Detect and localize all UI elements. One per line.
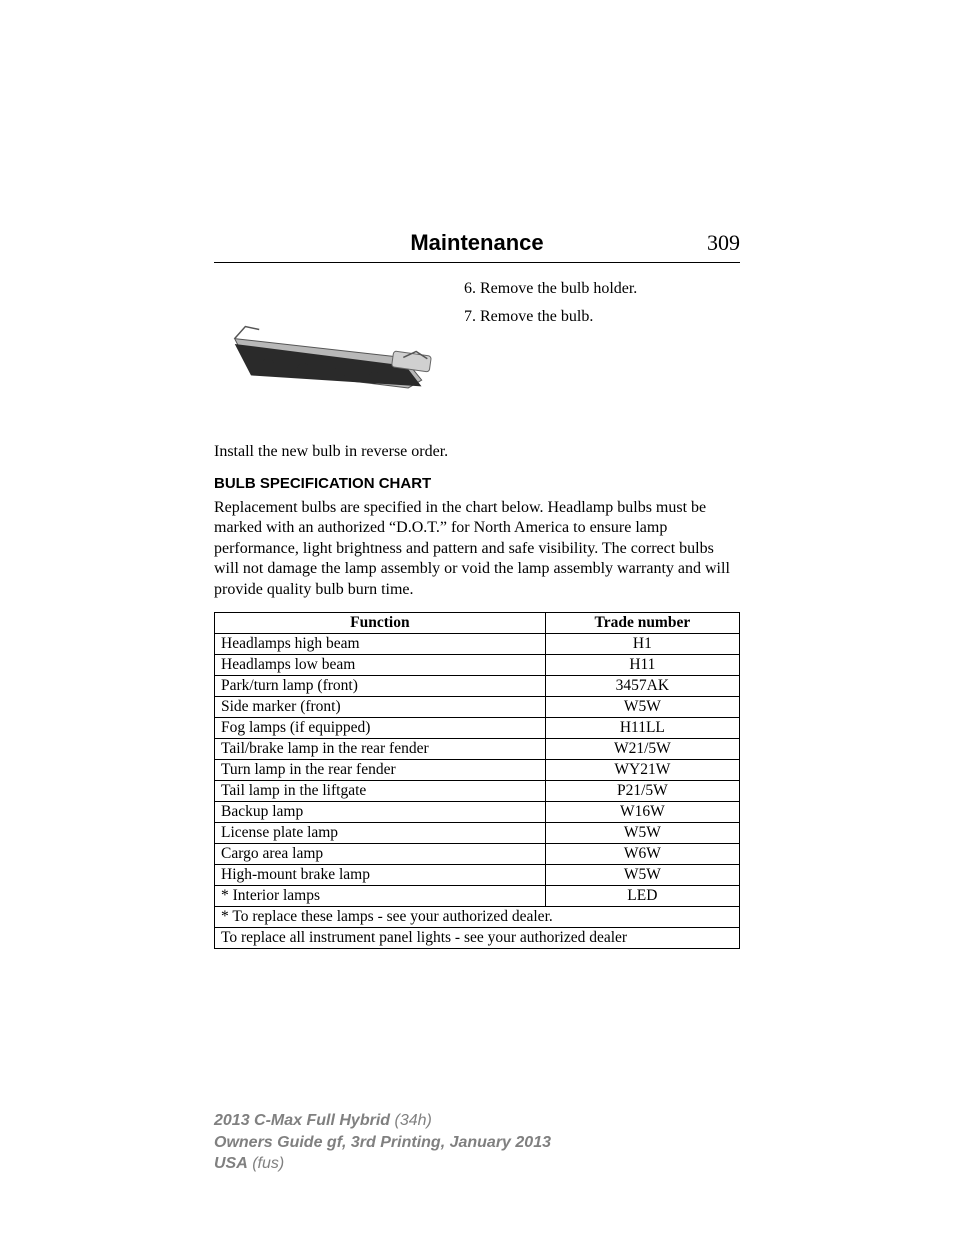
table-row: Turn lamp in the rear fenderWY21W	[215, 760, 740, 781]
cell-function: * Interior lamps	[215, 886, 546, 907]
diagram-svg	[214, 277, 444, 437]
cell-trade-number: W16W	[545, 802, 739, 823]
table-row: Headlamps high beamH1	[215, 634, 740, 655]
page: Maintenance 309 6. Remove the bulb ho	[0, 0, 954, 1235]
cell-function: Side marker (front)	[215, 697, 546, 718]
footer-region-code: (fus)	[248, 1155, 284, 1172]
table-row: Park/turn lamp (front)3457AK	[215, 676, 740, 697]
cell-function: High-mount brake lamp	[215, 865, 546, 886]
top-content-block: 6. Remove the bulb holder. 7. Remove the…	[214, 277, 740, 437]
cell-trade-number: P21/5W	[545, 781, 739, 802]
cell-trade-number: W5W	[545, 865, 739, 886]
cell-trade-number: LED	[545, 886, 739, 907]
page-number: 309	[680, 230, 740, 256]
table-header-row: Function Trade number	[215, 613, 740, 634]
table-footnote-row: * To replace these lamps - see your auth…	[215, 907, 740, 928]
cell-function: Headlamps low beam	[215, 655, 546, 676]
table-row: License plate lampW5W	[215, 823, 740, 844]
col-header-function: Function	[215, 613, 546, 634]
table-row: Tail lamp in the liftgateP21/5W	[215, 781, 740, 802]
cell-trade-number: W6W	[545, 844, 739, 865]
footer-line-3: USA (fus)	[214, 1153, 551, 1175]
intro-paragraph: Replacement bulbs are specified in the c…	[214, 498, 740, 600]
footer-model-code: (34h)	[390, 1112, 432, 1129]
cell-trade-number: H11LL	[545, 718, 739, 739]
cell-footnote: To replace all instrument panel lights -…	[215, 928, 740, 949]
cell-function: Turn lamp in the rear fender	[215, 760, 546, 781]
col-header-trade: Trade number	[545, 613, 739, 634]
chart-heading: BULB SPECIFICATION CHART	[214, 475, 740, 492]
cell-footnote: * To replace these lamps - see your auth…	[215, 907, 740, 928]
table-row: Headlamps low beamH11	[215, 655, 740, 676]
table-row: Side marker (front)W5W	[215, 697, 740, 718]
cell-trade-number: W5W	[545, 823, 739, 844]
page-footer: 2013 C-Max Full Hybrid (34h) Owners Guid…	[214, 1110, 551, 1175]
footer-line-1: 2013 C-Max Full Hybrid (34h)	[214, 1110, 551, 1132]
section-title: Maintenance	[274, 230, 680, 256]
footer-region: USA	[214, 1155, 248, 1172]
table-row: High-mount brake lampW5W	[215, 865, 740, 886]
footer-model: 2013 C-Max Full Hybrid	[214, 1112, 390, 1129]
cell-trade-number: W21/5W	[545, 739, 739, 760]
step-7: 7. Remove the bulb.	[464, 305, 740, 329]
cell-function: Tail/brake lamp in the rear fender	[215, 739, 546, 760]
cell-trade-number: WY21W	[545, 760, 739, 781]
cell-function: Cargo area lamp	[215, 844, 546, 865]
table-row: * Interior lampsLED	[215, 886, 740, 907]
cell-trade-number: 3457AK	[545, 676, 739, 697]
cell-trade-number: W5W	[545, 697, 739, 718]
bulb-holder-diagram	[214, 277, 444, 437]
table-footnote-row: To replace all instrument panel lights -…	[215, 928, 740, 949]
cell-function: Headlamps high beam	[215, 634, 546, 655]
cell-function: Tail lamp in the liftgate	[215, 781, 546, 802]
table-row: Backup lampW16W	[215, 802, 740, 823]
install-instruction: Install the new bulb in reverse order.	[214, 443, 740, 461]
cell-function: Backup lamp	[215, 802, 546, 823]
instruction-steps: 6. Remove the bulb holder. 7. Remove the…	[464, 277, 740, 437]
step-6: 6. Remove the bulb holder.	[464, 277, 740, 301]
table-row: Cargo area lampW6W	[215, 844, 740, 865]
page-header: Maintenance 309	[214, 230, 740, 263]
cell-function: Fog lamps (if equipped)	[215, 718, 546, 739]
cell-trade-number: H11	[545, 655, 739, 676]
cell-function: License plate lamp	[215, 823, 546, 844]
table-row: Tail/brake lamp in the rear fenderW21/5W	[215, 739, 740, 760]
cell-trade-number: H1	[545, 634, 739, 655]
footer-line-2: Owners Guide gf, 3rd Printing, January 2…	[214, 1132, 551, 1154]
bulb-spec-table: Function Trade number Headlamps high bea…	[214, 612, 740, 949]
cell-function: Park/turn lamp (front)	[215, 676, 546, 697]
table-row: Fog lamps (if equipped)H11LL	[215, 718, 740, 739]
